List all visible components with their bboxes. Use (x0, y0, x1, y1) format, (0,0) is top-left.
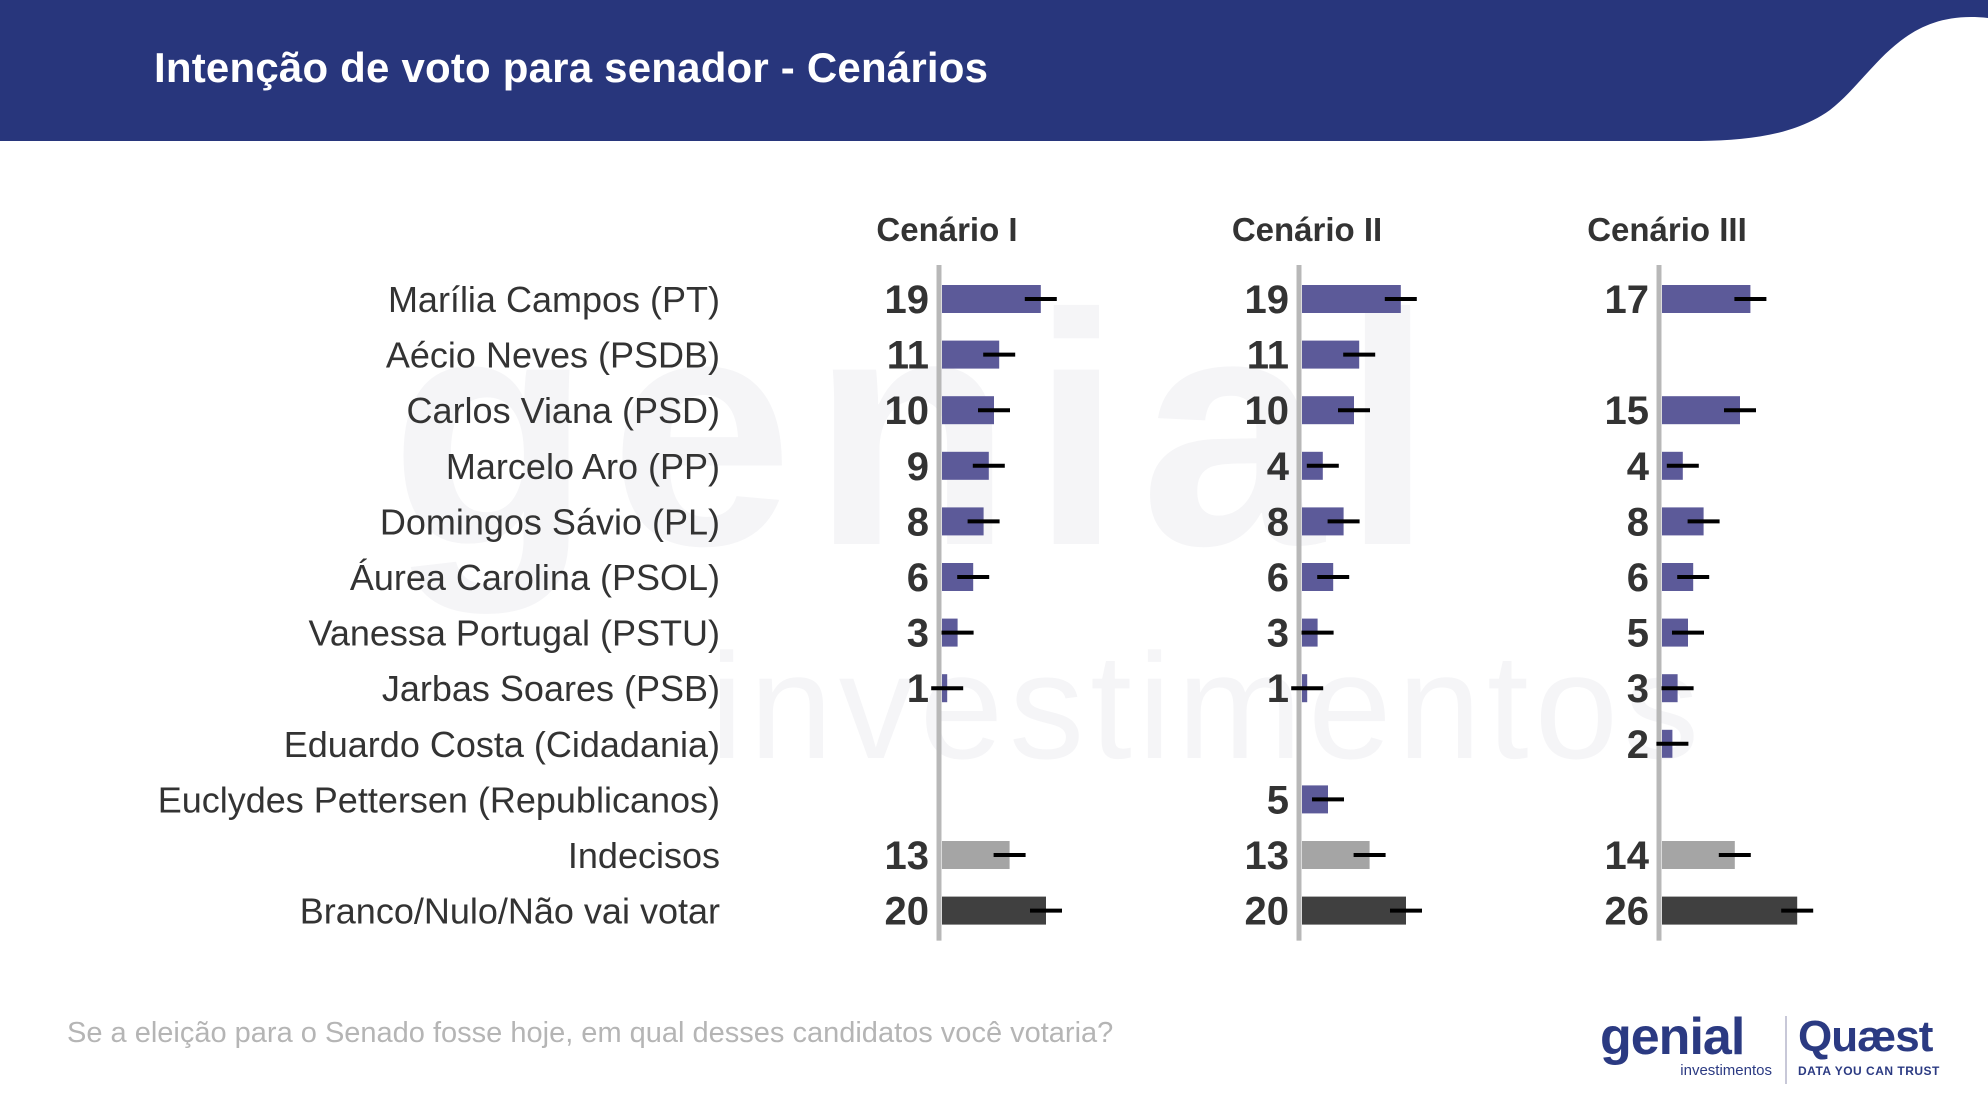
value-label: 4 (1267, 445, 1290, 489)
bar (942, 896, 1046, 925)
value-label: 17 (1605, 278, 1650, 322)
bar (1302, 285, 1401, 313)
value-label: 19 (885, 278, 930, 322)
value-label: 6 (907, 556, 929, 600)
quaest-logo-name: Quæst (1798, 1012, 1933, 1061)
category-label: Domingos Sávio (PL) (380, 501, 720, 542)
value-label: 11 (887, 334, 929, 378)
value-label: 10 (885, 389, 930, 433)
bar (1302, 896, 1406, 925)
quaest-logo: Quæst DATA YOU CAN TRUST (1798, 1010, 1948, 1078)
bar (942, 285, 1041, 313)
quaest-logo-tagline: DATA YOU CAN TRUST (1798, 1064, 1940, 1078)
value-label: 11 (1247, 334, 1289, 378)
bar (1662, 896, 1798, 925)
value-label: 6 (1627, 556, 1649, 600)
value-label: 13 (1245, 834, 1290, 878)
series-header: Cenário III (1587, 211, 1747, 248)
value-label: 5 (1627, 612, 1649, 656)
logo-divider (1785, 1016, 1787, 1084)
header-banner (0, 0, 1988, 141)
value-label: 13 (885, 834, 930, 878)
value-label: 1 (1267, 667, 1289, 711)
value-label: 9 (907, 445, 929, 489)
category-label: Carlos Viana (PSD) (407, 390, 720, 431)
category-label: Euclydes Pettersen (Republicanos) (158, 779, 720, 820)
category-label: Jarbas Soares (PSB) (382, 668, 720, 709)
category-label: Eduardo Costa (Cidadania) (284, 724, 720, 765)
series-header: Cenário I (876, 211, 1017, 248)
value-label: 14 (1605, 834, 1650, 878)
genial-logo-name: genial (1600, 1008, 1745, 1066)
value-label: 10 (1245, 389, 1290, 433)
value-label: 1 (907, 667, 929, 711)
value-label: 20 (885, 890, 930, 934)
value-label: 26 (1605, 890, 1650, 934)
value-label: 20 (1245, 890, 1290, 934)
value-label: 19 (1245, 278, 1290, 322)
genial-logo-sub: investimentos (1680, 1062, 1772, 1079)
category-label: Aécio Neves (PSDB) (386, 335, 720, 376)
category-label: Marília Campos (PT) (388, 279, 720, 320)
category-label: Marcelo Aro (PP) (446, 446, 720, 487)
value-label: 5 (1267, 778, 1289, 822)
value-label: 15 (1605, 389, 1650, 433)
survey-question: Se a eleição para o Senado fosse hoje, e… (67, 1017, 1114, 1049)
value-label: 3 (1267, 612, 1289, 656)
footer-logos: genial investimentos Quæst DATA YOU CAN … (1600, 1010, 1940, 1090)
value-label: 3 (907, 612, 929, 656)
genial-logo: genial investimentos (1600, 1010, 1780, 1078)
value-label: 6 (1267, 556, 1289, 600)
header-banner-shape (0, 0, 1988, 141)
category-label: Branco/Nulo/Não vai votar (300, 891, 720, 932)
value-label: 3 (1627, 667, 1649, 711)
category-label: Indecisos (568, 835, 720, 876)
series-header: Cenário II (1232, 211, 1382, 248)
value-label: 4 (1627, 445, 1650, 489)
page-title: Intenção de voto para senador - Cenários (154, 44, 989, 91)
value-label: 8 (1267, 500, 1289, 544)
value-label: 8 (1627, 500, 1649, 544)
category-label: Áurea Carolina (PSOL) (350, 557, 720, 598)
value-label: 8 (907, 500, 929, 544)
value-label: 2 (1627, 723, 1649, 767)
category-label: Vanessa Portugal (PSTU) (308, 613, 720, 654)
vote-intention-chart: Marília Campos (PT) Aécio Neves (PSDB) Car… (158, 211, 1814, 941)
